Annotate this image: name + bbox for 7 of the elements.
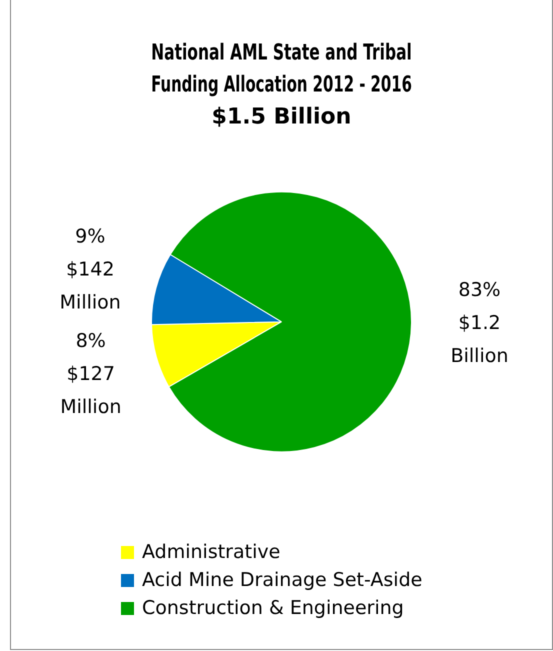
data-label: 83% $1.2 Billion: [450, 278, 508, 367]
legend-label: Construction & Engineering: [142, 597, 404, 619]
legend-label: Acid Mine Drainage Set-Aside: [142, 569, 422, 591]
data-label: 9% $142 Million: [60, 226, 121, 314]
chart-title: National AML State and Tribal Funding Allocation 2012 - 2016 $1.5 Billion: [151, 40, 412, 130]
legend-label: Administrative: [142, 541, 280, 563]
data-label: 8% $127 Million: [60, 330, 122, 418]
